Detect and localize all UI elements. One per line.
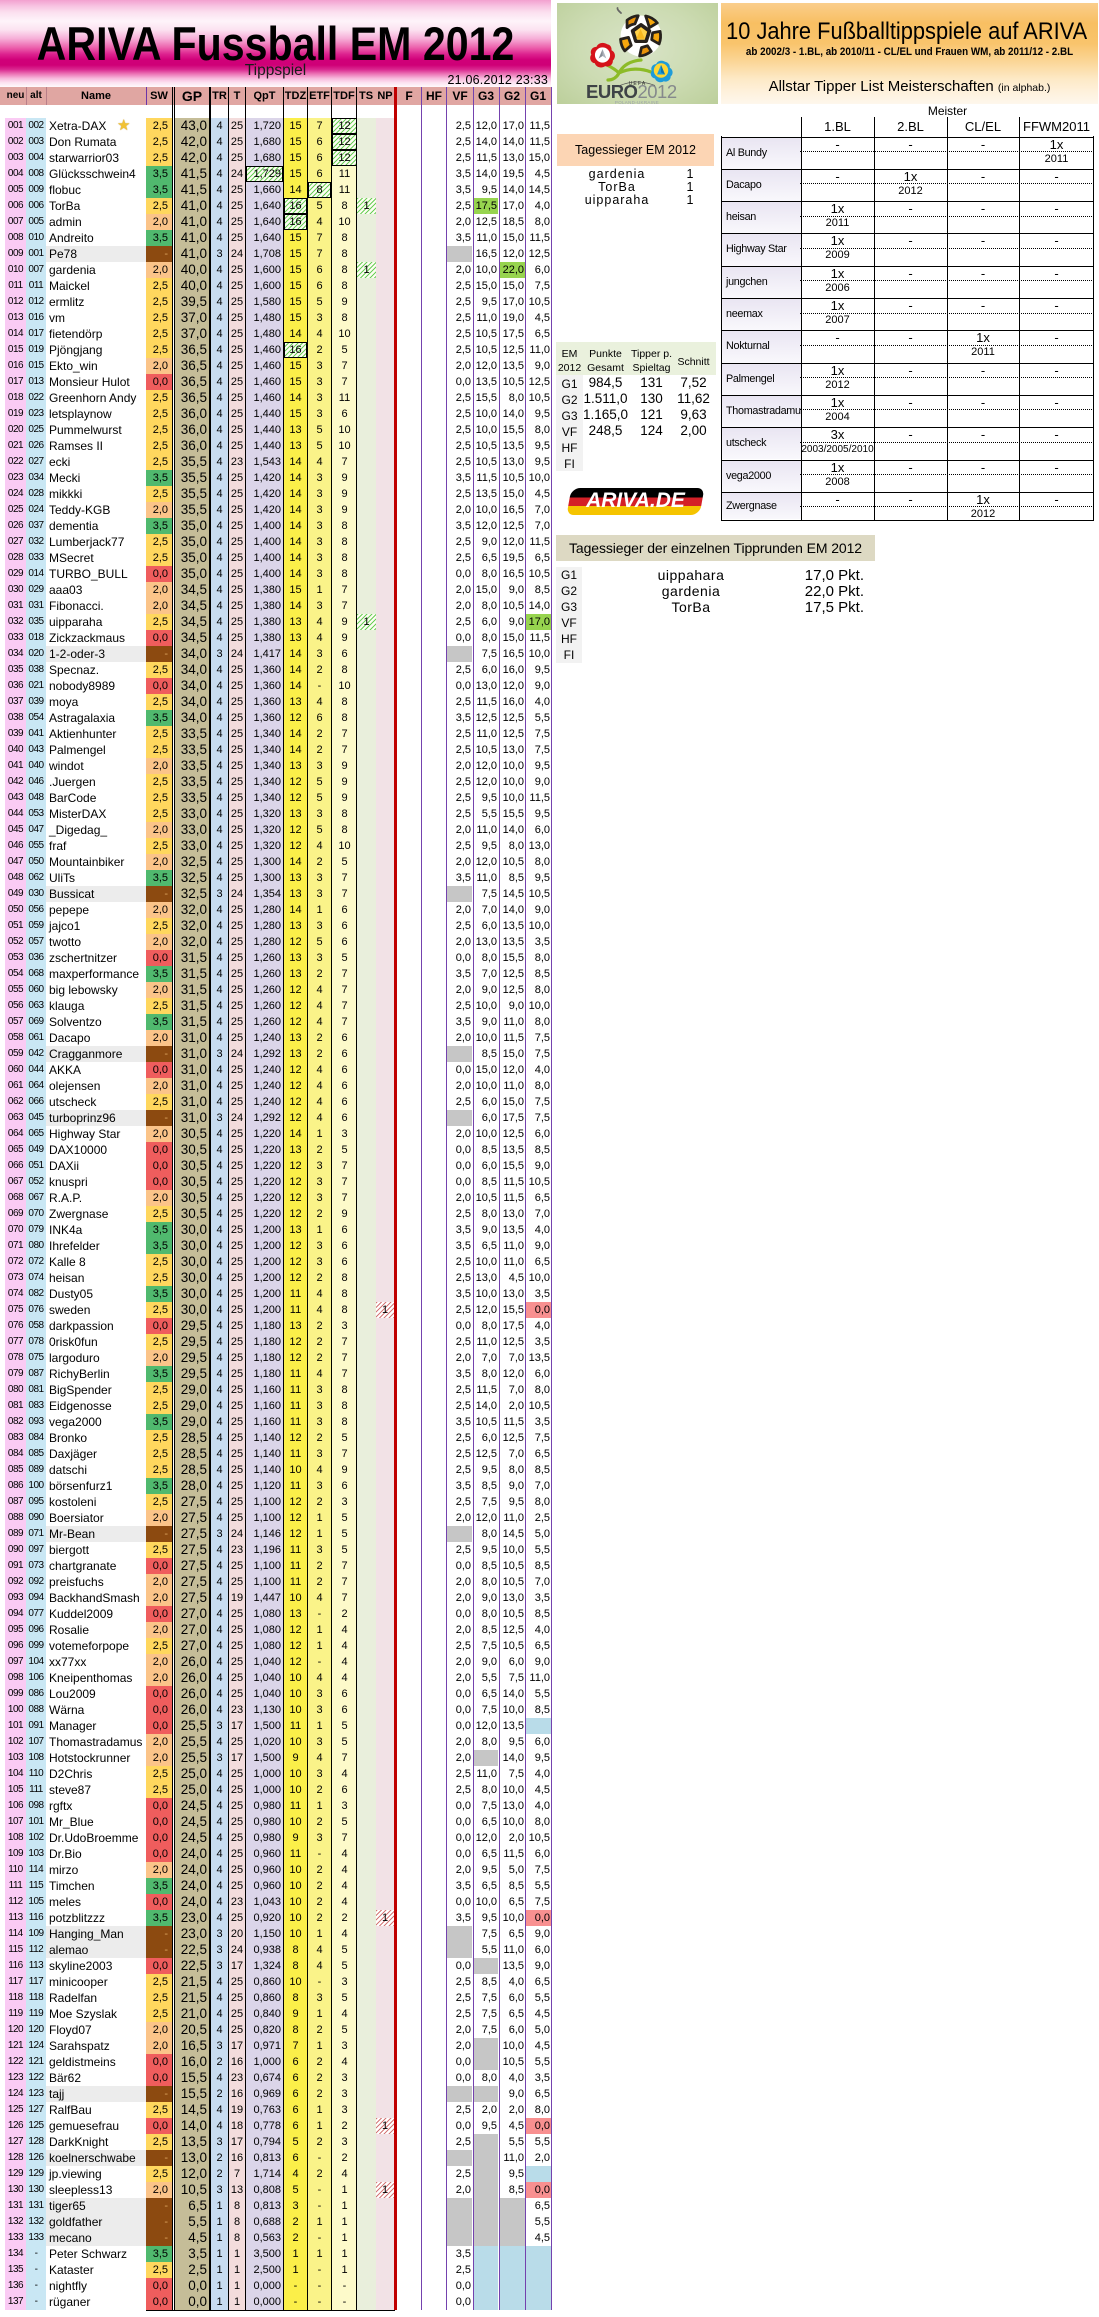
- svg-text:POLAND-UKRAINE: POLAND-UKRAINE: [615, 100, 659, 104]
- svg-text:UEFA: UEFA: [629, 81, 647, 87]
- svg-text:EURO2012: EURO2012: [586, 81, 677, 102]
